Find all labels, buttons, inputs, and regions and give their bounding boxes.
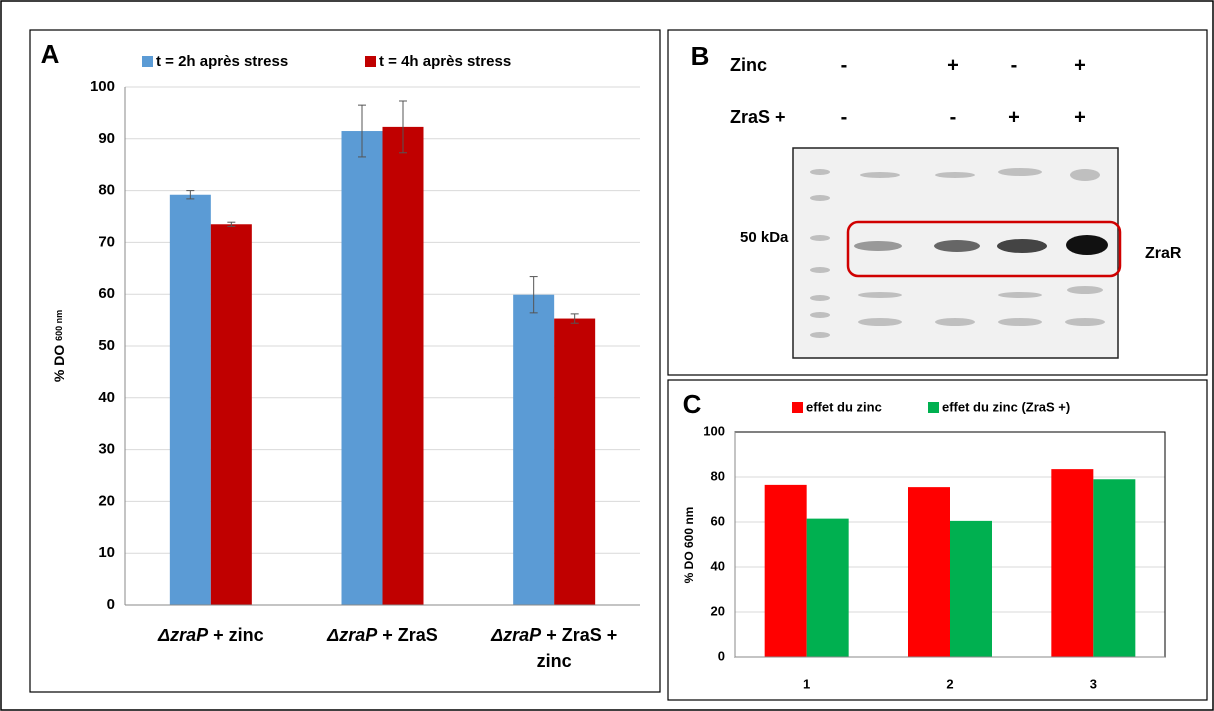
panel-a-frame bbox=[29, 29, 661, 693]
y-tick-label: 60 bbox=[98, 285, 115, 302]
bar bbox=[908, 487, 950, 657]
bar bbox=[764, 484, 807, 657]
y-tick-label: 40 bbox=[711, 558, 725, 573]
legend-label: t = 4h après stress bbox=[379, 53, 511, 70]
y-tick-label: 0 bbox=[718, 648, 725, 663]
lane-sign: - bbox=[841, 106, 848, 128]
lane-sign: - bbox=[841, 54, 848, 76]
y-tick-label: 50 bbox=[98, 337, 115, 354]
bar bbox=[382, 126, 424, 606]
bar bbox=[806, 518, 849, 657]
y-tick-label: 100 bbox=[90, 78, 115, 95]
error-bar bbox=[529, 276, 538, 314]
row-label: Zinc bbox=[730, 55, 767, 75]
x-tick-label: 2 bbox=[946, 676, 953, 691]
lane-sign: - bbox=[1011, 54, 1018, 76]
panel-c-frame bbox=[667, 379, 1208, 701]
y-tick-label: 60 bbox=[711, 513, 725, 528]
x-tick-label: ΔzraP + ZraS bbox=[326, 625, 438, 645]
lane-sign: + bbox=[1008, 106, 1020, 128]
marker-label: 50 kDa bbox=[740, 229, 789, 246]
error-bar bbox=[227, 221, 236, 227]
y-tick-label: 40 bbox=[98, 389, 115, 406]
error-bar bbox=[570, 313, 579, 324]
bar bbox=[554, 318, 596, 605]
panel-label: A bbox=[41, 39, 60, 69]
y-tick-label: 100 bbox=[703, 423, 725, 438]
lane-sign: + bbox=[947, 54, 959, 76]
bar bbox=[210, 224, 252, 605]
legend-label: effet du zinc (ZraS +) bbox=[942, 399, 1070, 414]
y-tick-label: 20 bbox=[98, 492, 115, 509]
x-tick-label: 3 bbox=[1090, 676, 1097, 691]
panel-label: B bbox=[691, 41, 710, 71]
x-tick-label: ΔzraP + zinc bbox=[157, 625, 264, 645]
y-tick-label: 10 bbox=[98, 544, 115, 561]
row-label: ZraS + bbox=[730, 107, 786, 127]
panel-b-frame bbox=[667, 29, 1208, 376]
y-tick-label: 20 bbox=[711, 603, 725, 618]
y-tick-label: 70 bbox=[98, 233, 115, 250]
bar bbox=[513, 294, 555, 605]
bar bbox=[1051, 469, 1094, 657]
bar bbox=[1093, 479, 1136, 657]
y-tick-label: 30 bbox=[98, 441, 115, 458]
lane-sign: + bbox=[1074, 106, 1086, 128]
bar bbox=[169, 194, 211, 605]
legend-swatch bbox=[792, 402, 803, 413]
y-axis-label: % DO 600 nm bbox=[682, 507, 696, 584]
y-tick-label: 80 bbox=[98, 182, 115, 199]
y-axis-label: % DO 600 nm bbox=[51, 310, 67, 382]
legend-swatch bbox=[365, 56, 376, 67]
y-tick-label: 80 bbox=[711, 468, 725, 483]
x-tick-label: ΔzraP + ZraS + zinc bbox=[490, 625, 617, 671]
error-bar bbox=[358, 104, 366, 158]
lane-sign: + bbox=[1074, 54, 1086, 76]
bar bbox=[950, 520, 992, 657]
legend-label: t = 2h après stress bbox=[156, 53, 288, 70]
bar bbox=[341, 131, 383, 605]
blot-image bbox=[792, 147, 1119, 359]
y-tick-label: 90 bbox=[98, 130, 115, 147]
band-highlight bbox=[846, 220, 1122, 278]
error-bar bbox=[399, 100, 407, 154]
error-bar bbox=[186, 190, 195, 200]
legend-swatch bbox=[928, 402, 939, 413]
legend-swatch bbox=[142, 56, 153, 67]
band-label: ZraR bbox=[1145, 245, 1182, 262]
panel-label: C bbox=[683, 389, 702, 419]
legend-label: effet du zinc bbox=[806, 399, 882, 414]
x-tick-label: 1 bbox=[803, 676, 810, 691]
lane-sign: - bbox=[950, 106, 957, 128]
y-tick-label: 0 bbox=[107, 596, 115, 613]
